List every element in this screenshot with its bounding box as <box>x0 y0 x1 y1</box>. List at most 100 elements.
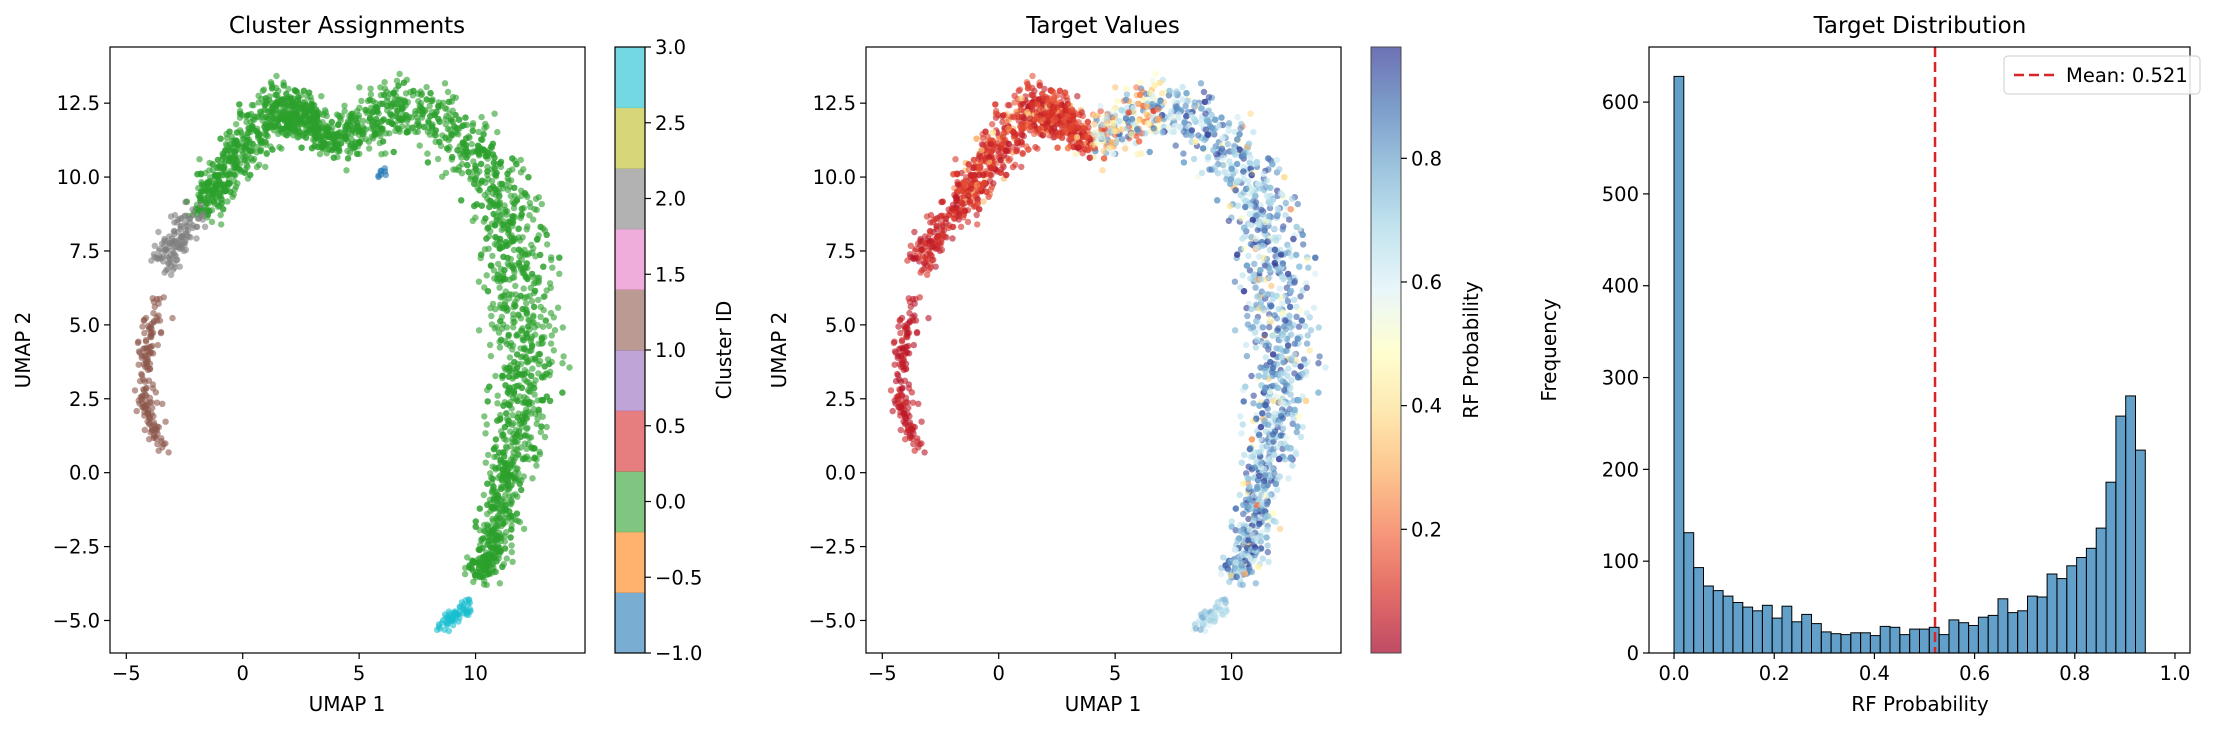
cluster-point <box>432 127 439 134</box>
cluster-point <box>208 218 216 226</box>
target-point <box>1265 166 1272 173</box>
target-point <box>1250 128 1257 136</box>
target-point <box>1217 570 1225 578</box>
target-point <box>1258 443 1266 450</box>
target-point <box>1269 382 1276 390</box>
target-point <box>1268 282 1275 290</box>
cluster-point <box>446 126 453 133</box>
cluster-point <box>549 264 556 271</box>
cluster-point <box>492 306 499 313</box>
target-point <box>1241 245 1248 252</box>
cluster-point <box>523 309 530 316</box>
cluster-point <box>393 77 401 85</box>
target-point <box>1133 84 1140 91</box>
x-tick-label: 5 <box>353 662 365 685</box>
target-point <box>1289 420 1296 427</box>
cluster-point <box>496 344 504 351</box>
cluster-point <box>503 410 510 417</box>
cluster-point <box>485 245 492 252</box>
cluster-point <box>143 361 151 368</box>
cluster-point <box>214 156 222 164</box>
cluster-point <box>199 210 207 217</box>
cluster-point <box>469 217 476 224</box>
cluster-point <box>496 244 504 252</box>
cluster-point <box>519 325 526 332</box>
colorbar-tick-label: 1.5 <box>655 263 686 286</box>
cluster-point <box>379 138 387 145</box>
cluster-point <box>559 389 566 396</box>
cluster-point <box>354 122 361 130</box>
cluster-point <box>515 234 522 241</box>
cluster-point <box>372 131 379 138</box>
cluster-point <box>150 419 157 426</box>
cluster-point <box>306 127 313 134</box>
cluster-point <box>156 255 163 262</box>
cluster-point <box>538 200 545 208</box>
cluster-point <box>344 121 351 129</box>
target-point <box>1252 506 1260 514</box>
cluster-point <box>462 145 469 152</box>
cluster-point <box>447 116 455 123</box>
target-point <box>1282 347 1290 355</box>
cluster-point <box>490 483 497 490</box>
cluster-point <box>484 168 491 175</box>
colorbar-segment <box>615 531 645 593</box>
cluster-point <box>509 213 516 220</box>
target-point <box>1034 145 1041 152</box>
cluster-point <box>526 212 533 219</box>
cluster-point <box>356 84 363 91</box>
cluster-point <box>509 421 516 429</box>
cluster-point <box>505 417 512 424</box>
target-point <box>1180 128 1188 135</box>
cluster-point <box>474 142 482 149</box>
cluster-point <box>504 477 512 485</box>
y-tick-label: 0.0 <box>69 462 100 485</box>
cluster-point <box>469 127 476 134</box>
cluster-point <box>352 139 359 146</box>
cluster-point <box>483 272 490 279</box>
cluster-point <box>489 503 497 510</box>
cluster-point <box>344 147 351 155</box>
target-point <box>1271 470 1278 477</box>
cluster-point <box>530 405 537 413</box>
cluster-point <box>509 264 516 271</box>
cluster-point <box>495 544 503 551</box>
cluster-point <box>244 129 252 137</box>
cluster-point <box>521 370 528 378</box>
cluster-point <box>209 161 216 168</box>
cluster-point <box>227 188 234 196</box>
cluster-point <box>471 572 479 579</box>
cluster-point <box>480 146 487 153</box>
cluster-point <box>463 161 471 169</box>
cluster-point <box>520 268 527 275</box>
target-point <box>1273 444 1281 451</box>
cluster-point <box>469 120 477 127</box>
cluster-point <box>342 134 350 141</box>
cluster-point <box>426 102 433 110</box>
cluster-point <box>529 365 536 372</box>
target-point <box>1267 274 1274 281</box>
cluster-point <box>503 555 510 562</box>
cluster-point <box>534 415 541 422</box>
target-point <box>1276 525 1284 533</box>
target-point <box>1259 555 1267 562</box>
cluster-point <box>476 505 483 512</box>
cluster-point <box>263 100 271 108</box>
target-point <box>1288 331 1295 338</box>
target-point <box>1239 421 1247 428</box>
cluster-point <box>478 113 485 121</box>
cluster-point <box>262 163 269 171</box>
target-point <box>1214 170 1222 177</box>
cluster-point <box>502 502 509 509</box>
cluster-point <box>537 428 544 436</box>
cluster-point <box>477 160 485 168</box>
cluster-point <box>513 351 521 358</box>
cluster-point <box>543 370 550 377</box>
target-point <box>1248 306 1255 313</box>
target-point <box>1240 510 1247 518</box>
cluster-point <box>247 118 254 126</box>
cluster-point <box>470 578 477 586</box>
cluster-point <box>475 278 483 285</box>
cluster-point <box>491 222 499 229</box>
cluster-point <box>218 221 225 228</box>
